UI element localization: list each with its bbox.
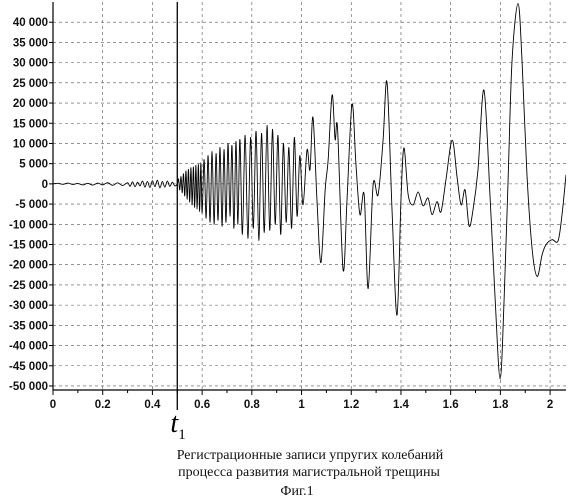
t1-label-subscript: 1	[178, 427, 186, 443]
x-tick-label: 1	[298, 399, 305, 411]
y-tick-label: 40 000	[13, 17, 48, 29]
caption-line-1: Регистрационные записи упругих колебаний	[177, 448, 444, 463]
y-tick-label: 20 000	[13, 98, 48, 110]
y-tick-label: -45 000	[9, 361, 48, 373]
y-tick-label: 30 000	[13, 58, 48, 70]
x-tick-label: 0.8	[244, 399, 261, 411]
x-tick-label: 0.6	[194, 399, 210, 411]
x-tick-label: 0	[50, 399, 56, 411]
y-tick-label: 35 000	[13, 37, 48, 49]
x-tick-label: 1.8	[492, 399, 509, 411]
x-tick-label: 2	[547, 399, 553, 411]
x-tick-label: 1.4	[393, 399, 410, 411]
y-tick-label: -25 000	[9, 280, 48, 292]
figure-label: Фиг.1	[280, 484, 313, 499]
y-tick-label: -40 000	[9, 341, 48, 353]
y-tick-label: -20 000	[9, 260, 48, 272]
x-tick-label: 0.4	[144, 399, 161, 411]
x-tick-label: 1.2	[343, 399, 359, 411]
y-tick-label: 0	[42, 179, 48, 191]
y-tick-label: -15 000	[9, 240, 48, 252]
y-tick-label: -35 000	[9, 320, 48, 332]
caption-line-2: процесса развития магистральной трещины	[178, 465, 440, 480]
y-tick-label: -10 000	[9, 219, 48, 231]
y-tick-label: 10 000	[13, 138, 48, 150]
y-tick-label: -50 000	[9, 381, 48, 393]
y-tick-label: 25 000	[13, 78, 48, 90]
x-tick-label: 0.2	[95, 399, 111, 411]
y-tick-label: -5 000	[15, 199, 48, 211]
y-tick-label: 5 000	[19, 159, 48, 171]
y-tick-label: 15 000	[13, 118, 48, 130]
x-tick-label: 1.6	[443, 399, 459, 411]
y-tick-label: -30 000	[9, 300, 48, 312]
